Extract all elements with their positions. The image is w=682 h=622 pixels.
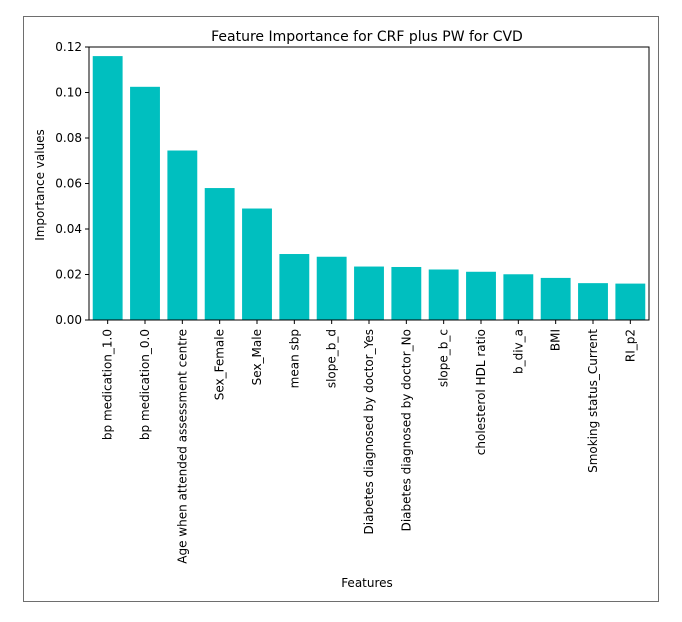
y-tick-label: 0.10 bbox=[55, 86, 82, 100]
bar bbox=[204, 188, 235, 320]
bar bbox=[279, 254, 310, 320]
bar bbox=[167, 150, 198, 320]
x-tick-label: Diabetes diagnosed by doctor_No bbox=[399, 329, 413, 531]
bar bbox=[92, 56, 123, 320]
x-tick-label: mean sbp bbox=[287, 329, 301, 388]
x-tick-label: Sex_Male bbox=[250, 329, 264, 385]
chart-title: Feature Importance for CRF plus PW for C… bbox=[211, 29, 523, 45]
bar bbox=[466, 271, 496, 320]
bar bbox=[428, 269, 459, 320]
x-tick-label: b_div_a bbox=[511, 329, 525, 374]
x-tick-label: Smoking status_Current bbox=[586, 329, 600, 473]
y-tick-label: 0.04 bbox=[55, 222, 82, 236]
x-tick-label: cholesterol HDL ratio bbox=[474, 329, 488, 455]
x-tick-label: Sex_Female bbox=[213, 329, 227, 400]
y-tick-label: 0.00 bbox=[55, 313, 82, 327]
x-tick-label: BMI bbox=[549, 329, 563, 351]
x-tick-label: Age when attended assessment centre bbox=[175, 329, 189, 564]
x-tick-label: bp medication_0.0 bbox=[138, 329, 152, 440]
x-tick-label: bp medication_1.0 bbox=[101, 329, 115, 440]
y-tick-label: 0.08 bbox=[55, 131, 82, 145]
bar bbox=[615, 283, 646, 320]
x-tick-label: slope_b_d bbox=[325, 329, 339, 388]
y-tick-label: 0.12 bbox=[55, 40, 82, 54]
y-tick-label: 0.06 bbox=[55, 177, 82, 191]
bar bbox=[354, 266, 384, 320]
y-tick-label: 0.02 bbox=[55, 268, 82, 282]
bar bbox=[316, 256, 347, 320]
bar bbox=[242, 208, 272, 320]
bar bbox=[130, 86, 160, 320]
bar bbox=[540, 277, 571, 320]
x-tick-label: Diabetes diagnosed by doctor_Yes bbox=[362, 329, 376, 534]
x-tick-label: RI_p2 bbox=[623, 329, 637, 362]
bar bbox=[578, 283, 608, 320]
y-axis-label: Importance values bbox=[33, 129, 47, 241]
plot-area: 0.00 0.02 0.04 0.06 0.08 0.10 0.12 bp medicatio… bbox=[55, 40, 650, 564]
x-axis-label: Features bbox=[341, 576, 393, 590]
bar bbox=[391, 266, 422, 320]
bar bbox=[503, 274, 534, 320]
x-tick-label: slope_b_c bbox=[437, 329, 451, 387]
